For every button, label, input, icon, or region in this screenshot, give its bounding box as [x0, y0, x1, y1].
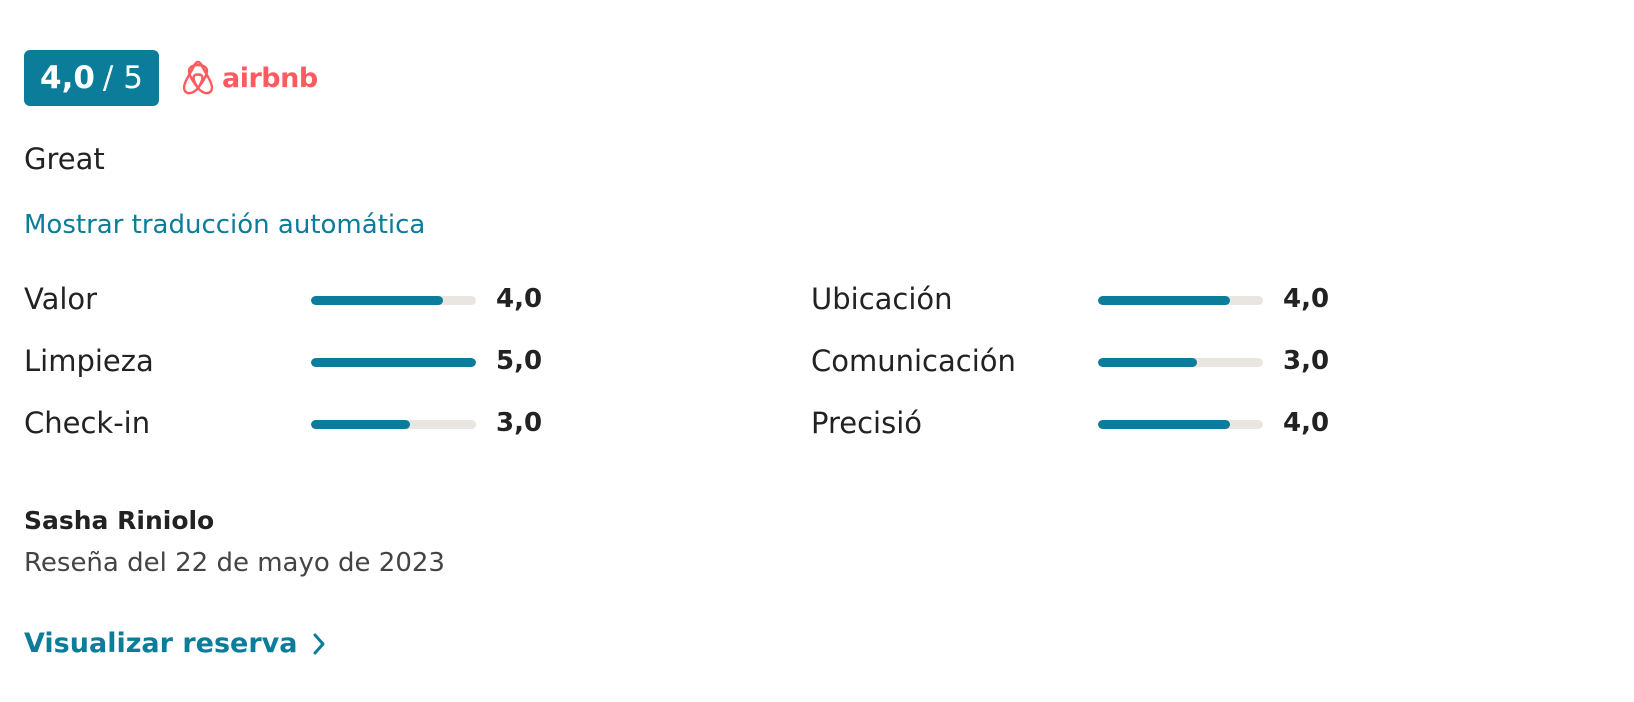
rating-badge: 4,0 / 5 [24, 50, 159, 106]
score-bar [311, 296, 443, 305]
score-label: Ubicación [811, 282, 953, 316]
score-value: 3,0 [1283, 346, 1330, 376]
review-text: Great [24, 142, 105, 176]
score-label: Comunicación [811, 344, 1016, 378]
chevron-icon [313, 633, 324, 654]
score-bar [311, 358, 476, 367]
airbnb-icon [182, 60, 214, 95]
score-track [311, 420, 476, 429]
score-label: Limpieza [24, 344, 154, 378]
score-label: Valor [24, 282, 98, 316]
score-bar [1098, 420, 1230, 429]
score-track [1098, 420, 1263, 429]
score-track [1098, 358, 1263, 367]
score-track [311, 296, 476, 305]
review-date: Reseña del 22 de mayo de 2023 [24, 548, 445, 578]
score-label: Precisió [811, 406, 923, 440]
score-bar [1098, 358, 1197, 367]
source-name: airbnb [222, 62, 318, 94]
score-value: 4,0 [1283, 284, 1330, 314]
view-booking-link[interactable]: Visualizar reserva [24, 628, 326, 659]
score-value: 3,0 [496, 408, 543, 438]
rating-scale: / 5 [102, 60, 143, 96]
rating-score: 4,0 [40, 60, 95, 96]
score-label: Check-in [24, 406, 151, 440]
author-name: Sasha Riniolo [24, 506, 215, 535]
view-booking-text: Visualizar reserva [24, 628, 298, 659]
score-value: 4,0 [496, 284, 543, 314]
score-track [1098, 296, 1263, 305]
score-bar [1098, 296, 1230, 305]
source-logo: airbnb [180, 58, 318, 98]
score-value: 4,0 [1283, 408, 1330, 438]
score-bar [311, 420, 410, 429]
score-value: 5,0 [496, 346, 543, 376]
score-track [311, 358, 476, 367]
translate-link[interactable]: Mostrar traducción automática [24, 210, 426, 240]
